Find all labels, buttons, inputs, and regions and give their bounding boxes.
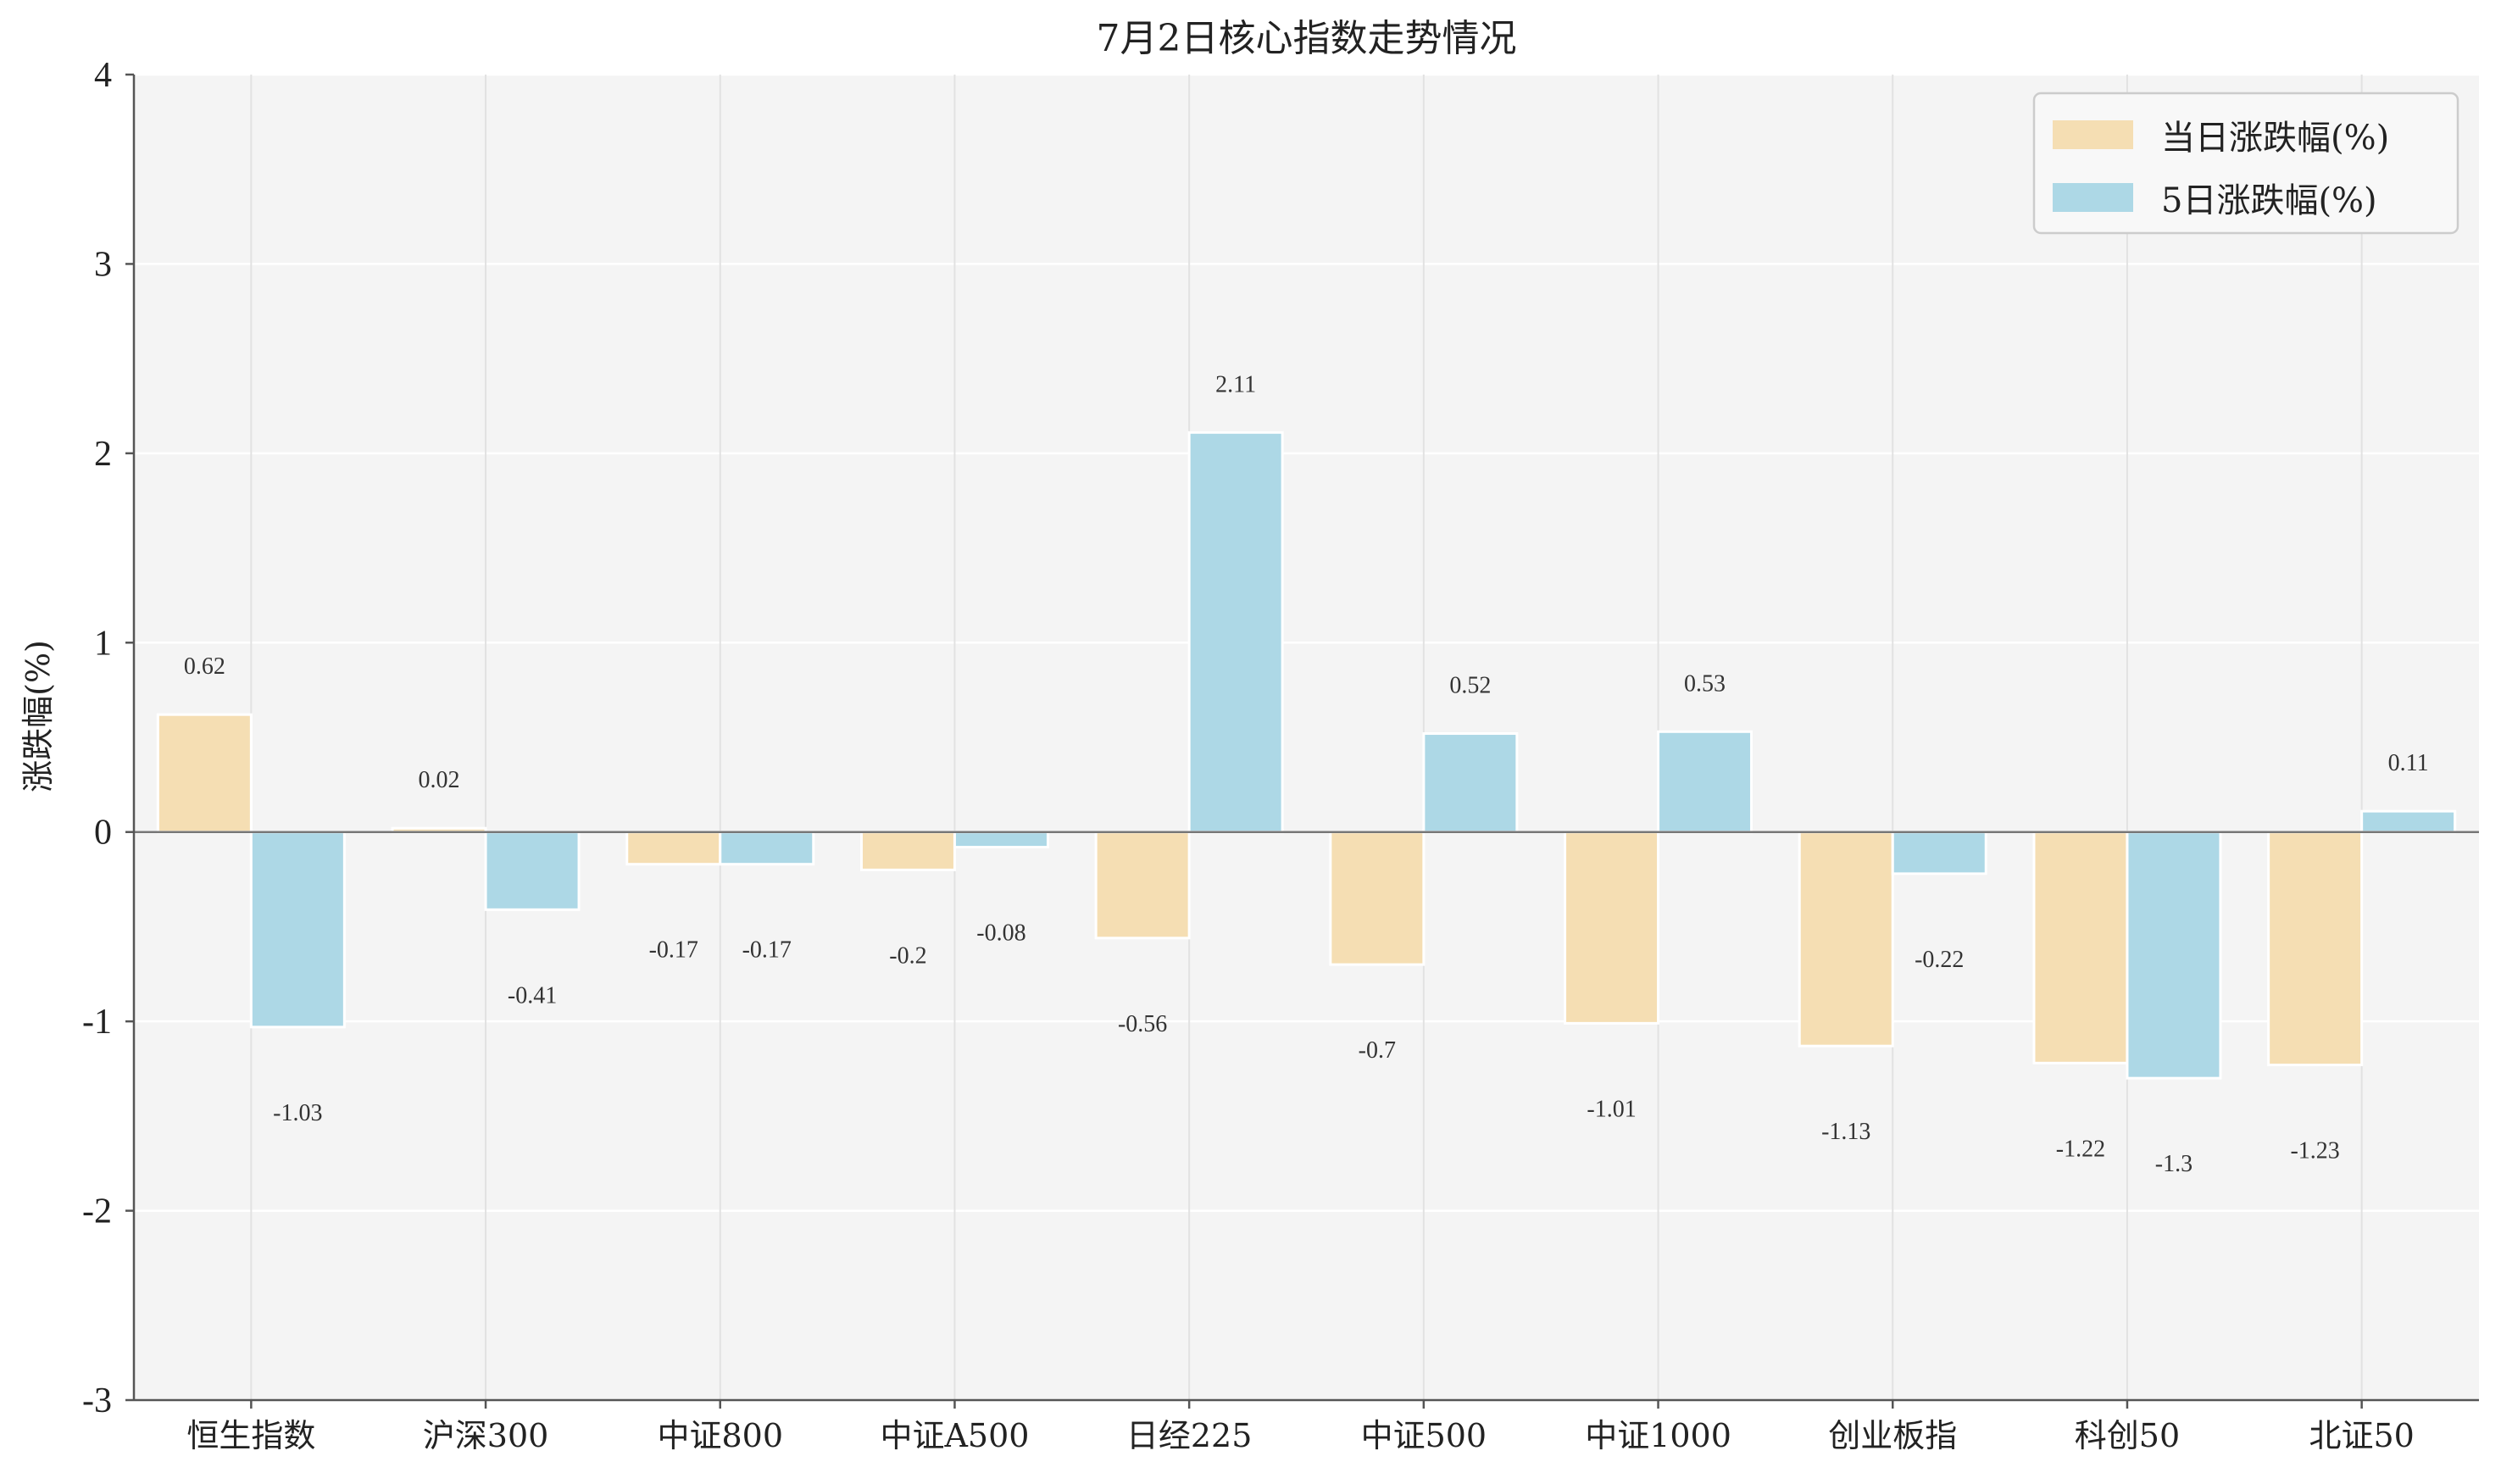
x-tick-label: 恒生指数	[186, 1417, 315, 1454]
data-label: -1.23	[2290, 1138, 2339, 1164]
data-label: -0.2	[889, 942, 926, 969]
bars-group	[156, 431, 2457, 1080]
data-label: -1.03	[273, 1100, 322, 1126]
data-label: 2.11	[1215, 371, 1256, 397]
y-tick-label: 3	[94, 245, 112, 284]
legend-swatch	[2053, 120, 2133, 149]
y-tick-labels: 4 3 2 1 0 -1 -2 -3	[82, 56, 134, 1420]
bar-five-day	[719, 831, 815, 866]
y-tick-label: -2	[82, 1192, 112, 1231]
x-tick-label: 北证50	[2309, 1417, 2414, 1454]
x-tick-label: 沪深300	[423, 1417, 549, 1454]
axes	[132, 75, 2479, 1402]
y-axis-label: 涨跌幅(%)	[19, 640, 57, 792]
bar-five-day	[1187, 431, 1284, 834]
x-tick-label: 日经225	[1126, 1417, 1253, 1454]
data-label: -0.17	[649, 937, 698, 964]
x-tick-label: 中证1000	[1585, 1417, 1731, 1454]
data-label: -0.41	[508, 982, 557, 1009]
x-tick-label: 中证500	[1361, 1417, 1487, 1454]
data-label: -0.56	[1118, 1011, 1167, 1037]
y-tick-label: -1	[82, 1003, 112, 1042]
data-label: -0.17	[742, 937, 792, 964]
data-label: -0.22	[1915, 947, 1964, 973]
data-label: -1.3	[2155, 1151, 2193, 1177]
data-label: -1.22	[2056, 1136, 2105, 1162]
bar-daily	[1564, 831, 1660, 1025]
y-tick-label: 1	[94, 624, 112, 663]
bar-daily	[1094, 831, 1191, 940]
bar-five-day	[953, 831, 1049, 849]
bar-daily	[2032, 831, 2129, 1064]
bar-five-day	[1422, 732, 1519, 834]
bar-daily	[859, 831, 956, 871]
bar-daily	[156, 713, 253, 834]
plot-area	[134, 75, 2479, 1400]
x-tick-label: 中证800	[657, 1417, 783, 1454]
bar-daily	[1329, 831, 1426, 966]
bar-five-day	[1657, 730, 1753, 834]
data-label: 0.11	[2388, 750, 2429, 776]
data-label: 0.52	[1449, 673, 1491, 699]
data-label: -1.01	[1587, 1096, 1636, 1122]
bar-daily	[1798, 831, 1894, 1048]
bar-five-day	[484, 831, 581, 911]
bar-daily	[625, 831, 722, 866]
data-label: -0.7	[1359, 1037, 1396, 1064]
bar-daily	[2267, 831, 2364, 1067]
legend-label: 5日涨跌幅(%)	[2161, 181, 2377, 220]
data-label: 0.53	[1684, 670, 1726, 697]
x-tick-labels: 恒生指数 沪深300 中证800 中证A500 日经225 中证500 中证1000 创业板指…	[186, 1400, 2415, 1454]
legend-box	[2032, 92, 2459, 235]
y-tick-label: 2	[94, 435, 112, 474]
y-tick-label: -3	[82, 1381, 112, 1420]
chart-title: 7月2日核心指数走势情况	[1097, 17, 1517, 60]
bar-five-day	[1891, 831, 1987, 875]
x-tick-label: 创业板指	[1828, 1417, 1957, 1454]
data-label: 0.62	[184, 653, 225, 680]
bar-five-day	[2126, 831, 2222, 1080]
bar-five-day	[2360, 809, 2457, 834]
data-label: 0.02	[419, 767, 460, 793]
y-tick-label: 0	[94, 814, 112, 853]
legend: 当日涨跌幅(%) 5日涨跌幅(%)	[2032, 92, 2459, 235]
data-label: -0.08	[976, 920, 1025, 947]
legend-label: 当日涨跌幅(%)	[2161, 119, 2389, 158]
x-tick-label: 科创50	[2075, 1417, 2180, 1454]
data-label: -1.13	[1821, 1119, 1870, 1145]
bar-five-day	[249, 831, 346, 1029]
legend-swatch	[2053, 183, 2133, 212]
y-tick-label: 4	[94, 56, 112, 95]
data-labels: 0.62 0.02 -0.17 -0.2 -0.56 -0.7 -1.01 -1.13 -1.2…	[184, 371, 2429, 1177]
x-tick-label: 中证A500	[880, 1417, 1029, 1454]
